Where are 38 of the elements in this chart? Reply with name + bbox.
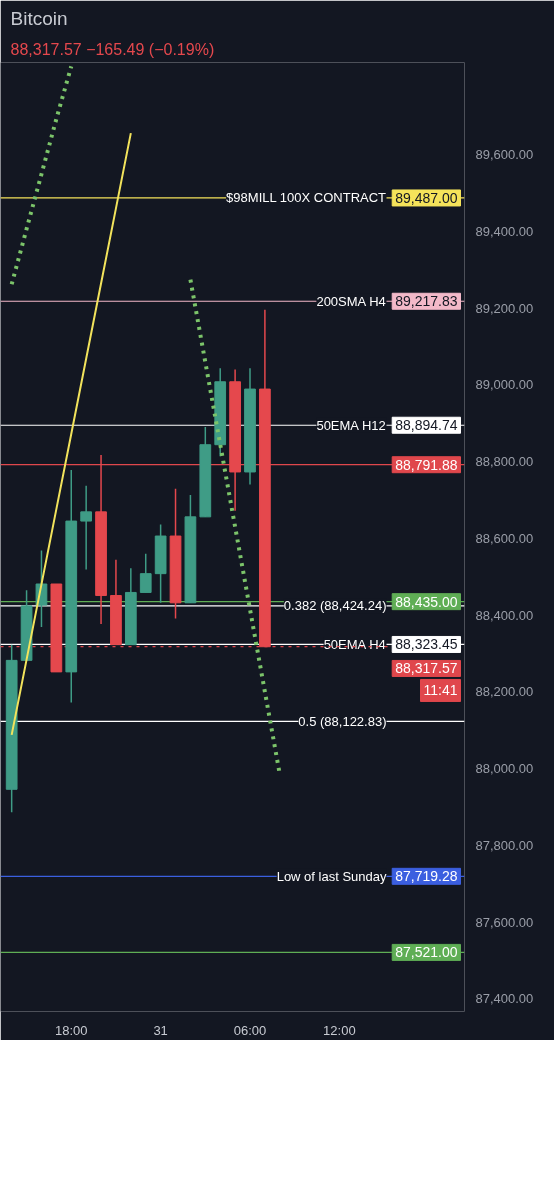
y-tick-label: 88,800.00 <box>475 454 534 470</box>
annotation: 88,791.88 <box>395 456 458 473</box>
x-tick-label: 18:00 <box>54 1022 88 1038</box>
text: 11:41 <box>423 682 458 699</box>
ref-line-label: 50EMA H12 <box>316 417 386 433</box>
y-tick-label: 88,200.00 <box>475 684 534 700</box>
annotation: 87,719.28 <box>395 868 458 885</box>
y-tick-label: 88,000.00 <box>475 761 534 777</box>
line-series <box>9 64 74 287</box>
ref-line-label: 0.5 (88,122.83) <box>298 713 387 729</box>
annotation: 87,521.00 <box>395 944 458 961</box>
ref-line-label: 0.382 (88,424.24) <box>283 598 387 614</box>
y-tick-label: 89,200.00 <box>475 300 534 316</box>
ref-line-label: 200SMA H4 <box>316 293 386 309</box>
ref-line-label: $98MILL 100X CONTRACT <box>226 190 387 206</box>
y-tick-label: 88,600.00 <box>475 530 534 546</box>
y-tick-label: 89,000.00 <box>475 377 534 393</box>
candlestick <box>80 485 93 571</box>
annotation: 88,894.74 <box>395 417 458 434</box>
y-tick-label: 87,400.00 <box>475 991 534 1007</box>
x-tick-label: 06:00 <box>233 1022 267 1038</box>
ref-line-label: Low of last Sunday <box>276 868 387 884</box>
y-tick-label: 89,400.00 <box>475 223 534 239</box>
chart-subtitle: 88,317.57 −165.49 (−0.19%) <box>10 40 215 58</box>
ref-line-label: 50EMA H4 <box>323 636 386 652</box>
annotation: 89,217.83 <box>395 293 458 310</box>
annotation: 88,317.57 <box>395 660 458 677</box>
annotation: 88,323.45 <box>395 636 458 653</box>
y-tick-label: 89,600.00 <box>475 147 534 163</box>
y-tick-label: 87,800.00 <box>475 837 534 853</box>
y-tick-label: 87,600.00 <box>475 914 534 930</box>
y-tick-label: 88,400.00 <box>475 607 534 623</box>
chart-title: Bitcoin <box>10 7 68 29</box>
candlestick <box>139 552 152 594</box>
x-tick-label: 31 <box>153 1022 168 1038</box>
x-tick-label: 12:00 <box>323 1022 356 1038</box>
annotation: 89,487.00 <box>395 189 458 206</box>
annotation: 88,435.00 <box>395 593 458 610</box>
